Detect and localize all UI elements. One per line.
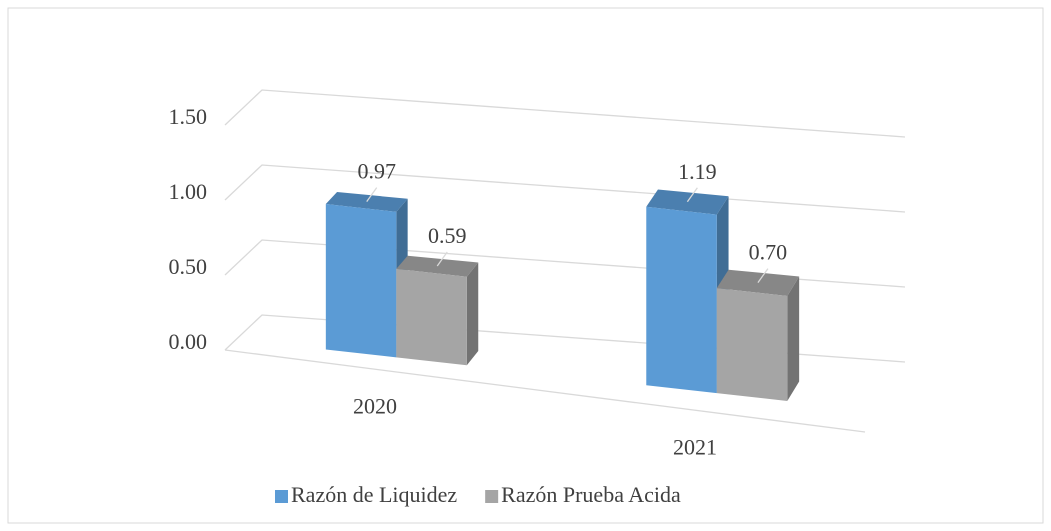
chart-border: [7, 7, 1044, 524]
label-leader: [757, 268, 769, 283]
floor-edge: [224, 349, 866, 433]
bar-side: [466, 262, 479, 366]
bar: [325, 204, 397, 358]
x-tick-label: 2020: [353, 394, 397, 419]
legend-label: Razón Prueba Acida: [501, 482, 681, 507]
label-leader: [686, 187, 698, 203]
data-label: 0.70: [749, 240, 788, 265]
bar-top: [396, 255, 479, 277]
y-tick-label: 1.00: [169, 179, 208, 204]
legend-swatch: [485, 490, 499, 503]
grid-line: [224, 89, 906, 138]
legend-label: Razón de Liquidez: [291, 482, 457, 507]
data-label: 0.59: [428, 223, 467, 248]
y-tick-label: 0.00: [169, 329, 208, 354]
data-label: 0.97: [357, 159, 396, 184]
label-leader: [436, 251, 448, 267]
bar: [396, 268, 467, 366]
bar-side: [787, 276, 800, 401]
x-tick-label: 2021: [673, 435, 717, 460]
legend-swatch: [275, 490, 288, 503]
bar-top: [646, 189, 729, 215]
y-tick-label: 1.50: [169, 104, 208, 129]
data-label: 1.19: [678, 159, 717, 184]
label-leader: [366, 187, 378, 203]
bar: [646, 206, 717, 394]
bar-top: [325, 192, 408, 212]
bar: [716, 288, 788, 401]
y-tick-label: 0.50: [169, 254, 208, 279]
bar-top: [716, 269, 800, 296]
